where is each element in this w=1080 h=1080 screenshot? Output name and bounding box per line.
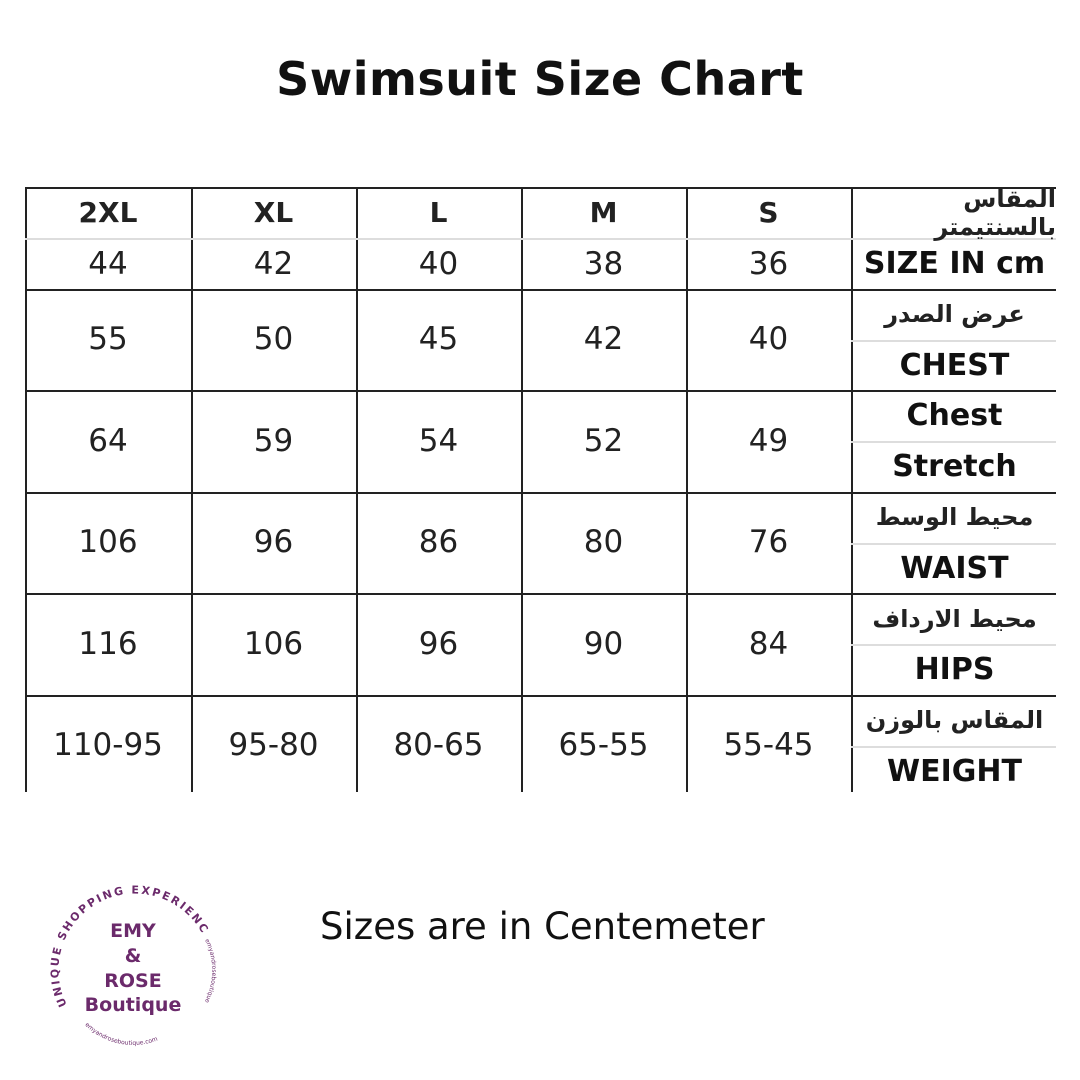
table-cell: 45	[418, 321, 459, 358]
row-label-secondary: المقاس بالسنتيمتر	[934, 184, 1056, 241]
table-cell: 59	[253, 422, 294, 459]
sub-row-divider	[851, 644, 1056, 646]
table-cell: 50	[253, 321, 294, 358]
logo-instagram: emyandroseboutique	[203, 938, 217, 1004]
table-cell: 90	[583, 625, 624, 662]
page-title: Swimsuit Size Chart	[276, 52, 804, 106]
size-header-S: S	[758, 196, 779, 229]
row-label-secondary: محيط الوسط	[875, 503, 1034, 531]
sub-row-divider	[851, 745, 1056, 748]
table-cell: 49	[748, 422, 789, 459]
row-label: WAIST	[900, 550, 1009, 586]
row-divider	[25, 390, 1056, 392]
sub-row-divider	[851, 339, 1056, 342]
row-divider	[25, 593, 1056, 595]
row-label: WEIGHT	[887, 753, 1022, 789]
column-divider	[191, 187, 193, 792]
table-cell: 64	[88, 422, 128, 459]
table-cell: 52	[583, 422, 624, 459]
table-cell: 110-95	[53, 727, 163, 764]
row-divider	[25, 694, 1056, 697]
logo-line3: ROSE	[104, 970, 161, 992]
row-label: Stretch	[892, 449, 1017, 484]
table-cell: 86	[418, 524, 459, 561]
size-header-2XL: 2XL	[78, 196, 138, 229]
table-cell: 95-80	[228, 727, 319, 764]
size-header-M: M	[589, 196, 618, 229]
sub-row-divider	[851, 441, 1056, 443]
table-cell: 55-45	[723, 727, 814, 764]
sub-row-divider	[851, 542, 1056, 545]
row-divider	[25, 288, 1056, 291]
table-cell: 80	[583, 524, 624, 561]
row-label-secondary: المقاس بالوزن	[865, 706, 1044, 734]
table-cell: 96	[253, 524, 294, 561]
table-cell: 54	[418, 422, 459, 459]
column-divider	[521, 187, 523, 792]
sub-row-divider	[25, 238, 1056, 240]
logo-line4: Boutique	[85, 994, 182, 1016]
row-label-secondary: محيط الارداف	[872, 604, 1037, 633]
table-cell: 80-65	[393, 727, 484, 764]
table-cell: 84	[748, 625, 789, 662]
row-label: CHEST	[899, 347, 1010, 383]
logo-website: emyandroseboutique.com	[84, 1021, 159, 1047]
boutique-logo: UNIQUE SHOPPING EXPERIENCE emyandrosebou…	[45, 885, 217, 1047]
row-label: SIZE IN cm	[863, 246, 1046, 281]
table-cell: 65-55	[558, 727, 649, 764]
row-label-secondary: Chest	[906, 398, 1003, 433]
units-note: Sizes are in Centemeter	[320, 905, 765, 948]
size-header-XL: XL	[253, 196, 294, 229]
logo-line1: EMY	[110, 920, 156, 942]
row-divider	[25, 187, 1056, 189]
table-cell: 40	[418, 245, 459, 282]
column-divider	[25, 187, 27, 792]
table-cell: 36	[748, 245, 789, 282]
size-header-L: L	[429, 196, 448, 229]
table-cell: 40	[748, 321, 789, 358]
table-cell: 44	[88, 245, 128, 282]
table-cell: 42	[253, 245, 294, 282]
table-cell: 106	[243, 625, 304, 662]
table-cell: 55	[88, 321, 128, 358]
logo-line2: &	[125, 945, 142, 967]
table-cell: 106	[78, 524, 138, 561]
column-divider	[851, 187, 853, 792]
table-cell: 38	[583, 245, 624, 282]
table-cell: 76	[748, 524, 789, 561]
table-cell: 116	[78, 625, 138, 662]
table-cell: 42	[583, 321, 624, 358]
table-cell: 96	[418, 625, 459, 662]
row-label: HIPS	[914, 652, 995, 687]
column-divider	[356, 187, 358, 792]
row-divider	[25, 491, 1056, 494]
row-label-secondary: عرض الصدر	[884, 300, 1025, 328]
column-divider	[686, 187, 688, 792]
